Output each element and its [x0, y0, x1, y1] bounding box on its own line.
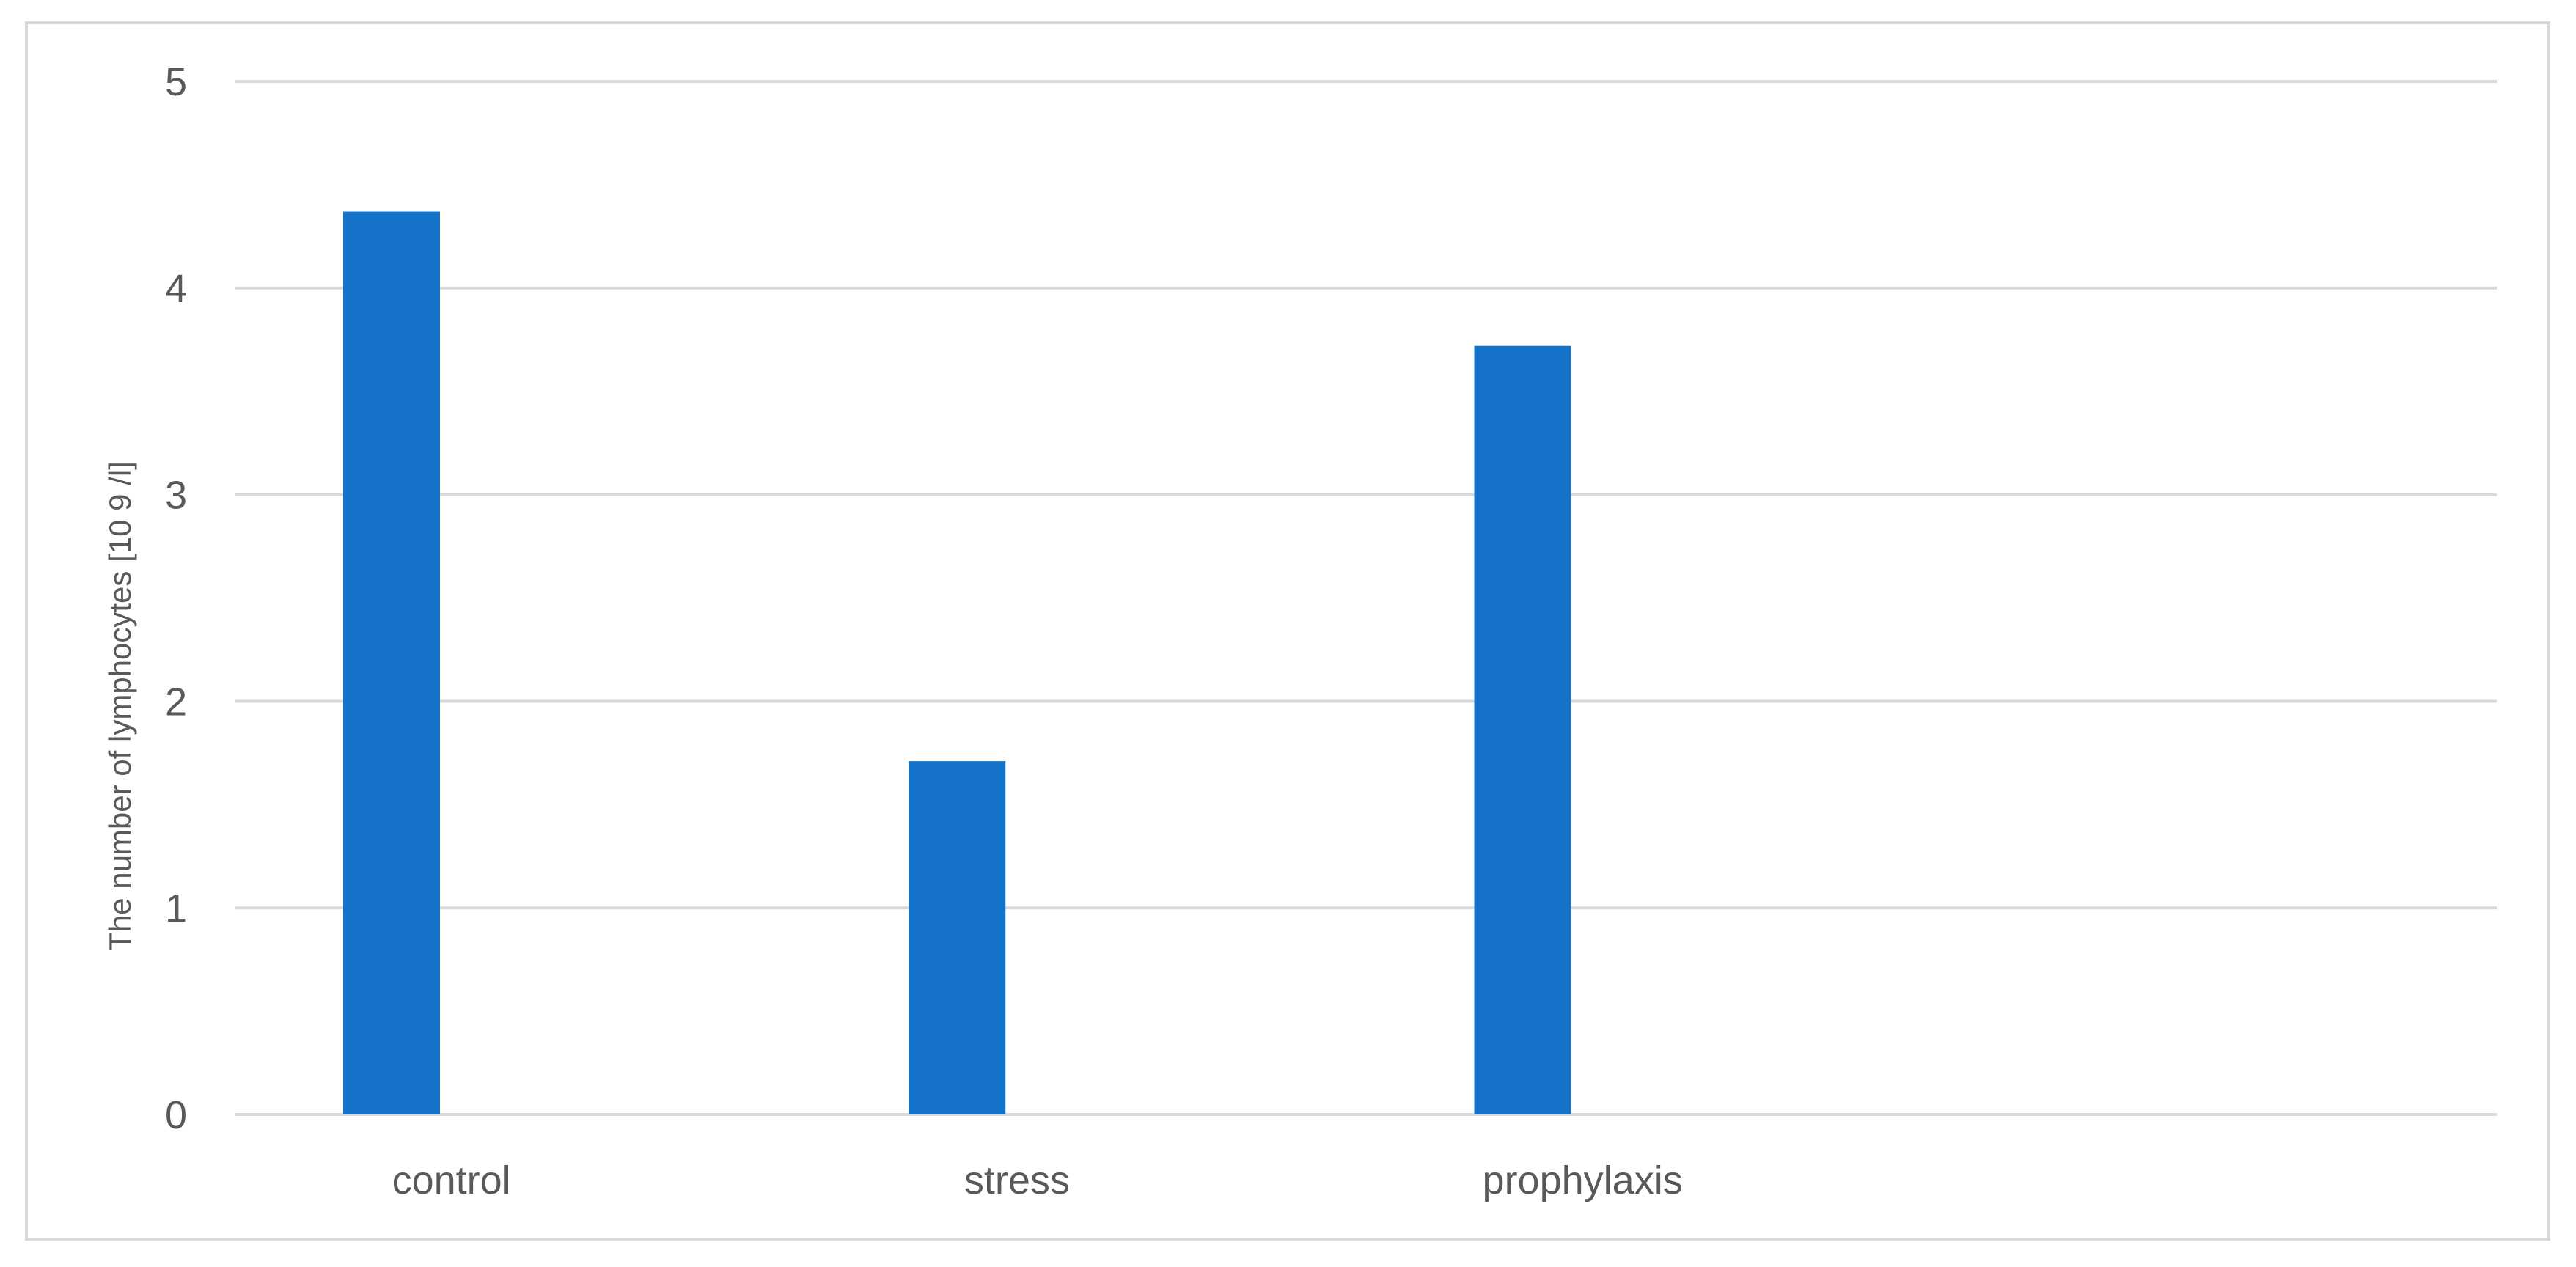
bars: [343, 211, 1571, 1115]
y-tick-label: 1: [165, 886, 187, 930]
chart-frame: [25, 21, 2550, 1241]
bar-stress: [909, 761, 1006, 1114]
y-axis-ticks: 0 1 2 3 4 5: [165, 60, 187, 1137]
x-tick-label-prophylaxis: prophylaxis: [1483, 1158, 1683, 1202]
y-tick-label: 5: [165, 60, 187, 104]
bar-prophylaxis: [1474, 345, 1571, 1115]
gridlines: [235, 80, 2497, 1116]
x-axis-ticks: control stress prophylaxis: [392, 1158, 1683, 1202]
x-tick-label-stress: stress: [964, 1158, 1070, 1202]
y-tick-label: 0: [165, 1093, 187, 1137]
bar-control: [343, 211, 440, 1115]
y-tick-label: 2: [165, 680, 187, 724]
y-axis-label: The number of lymphocytes [10 9 /l]: [103, 461, 137, 951]
y-tick-label: 4: [165, 267, 187, 311]
x-tick-label-control: control: [392, 1158, 511, 1202]
y-tick-label: 3: [165, 474, 187, 518]
